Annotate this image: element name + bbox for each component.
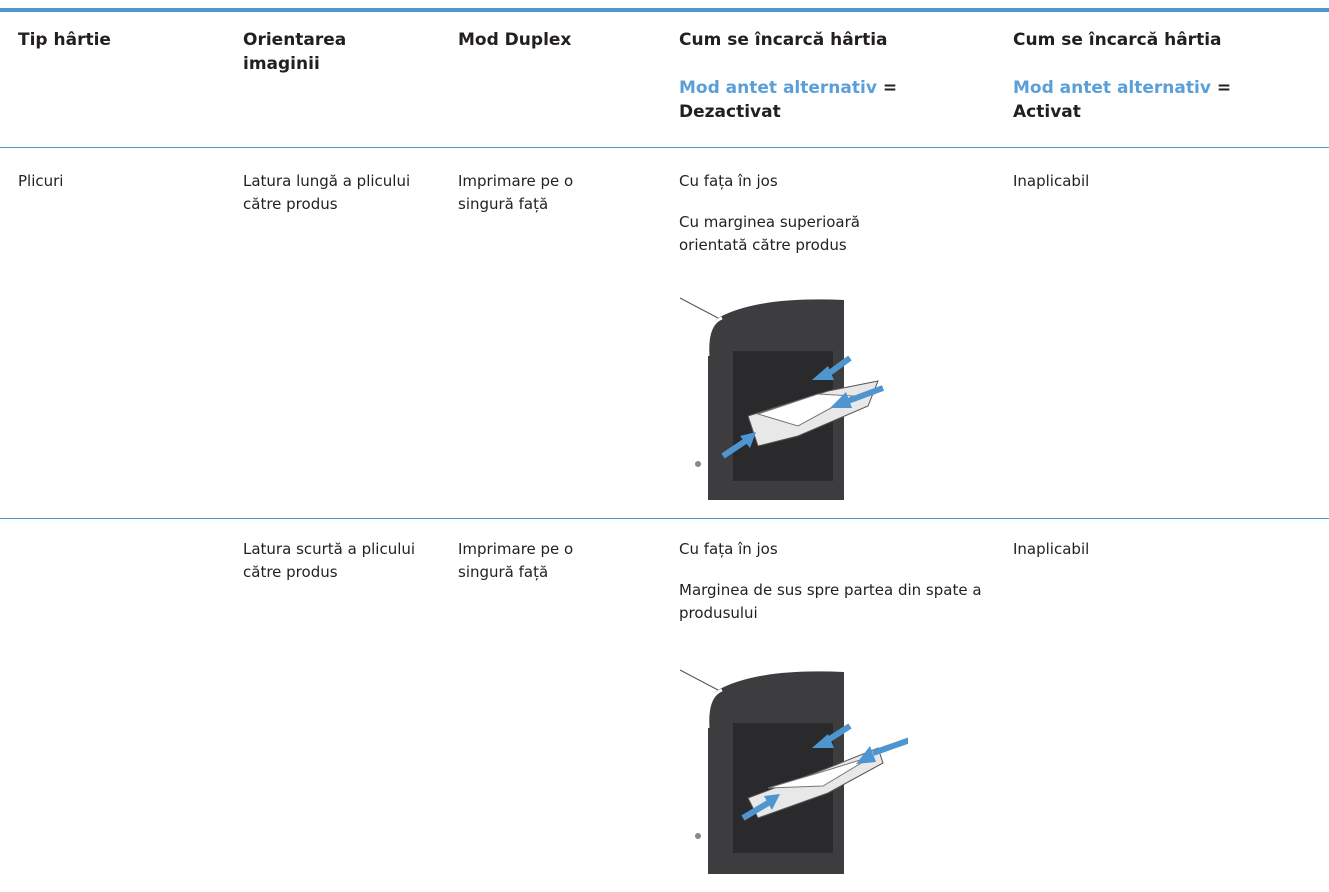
cell: Cu fața în jos Cu marginea superioară or…: [679, 170, 979, 275]
header-cell: Tip hârtie: [18, 30, 111, 50]
cell: Inaplicabil: [1013, 172, 1090, 190]
header-title: Cum se încarcă hârtia: [1013, 30, 1222, 50]
header-mode: Mod antet alternativ =: [679, 76, 999, 100]
header-rule: [0, 147, 1329, 148]
mode-label: Mod antet alternativ: [679, 78, 877, 98]
header-cell: Cum se încarcă hârtia Mod antet alternat…: [679, 28, 999, 124]
mode-label: Mod antet alternativ: [1013, 78, 1211, 98]
header-title: Cum se încarcă hârtia: [679, 30, 888, 50]
row-rule: [0, 518, 1329, 519]
mode-value: Dezactivat: [679, 102, 781, 122]
equals: =: [882, 78, 898, 98]
header-cell: Mod Duplex: [458, 30, 572, 50]
header-cell: Cum se încarcă hârtia Mod antet alternat…: [1013, 28, 1323, 124]
printer-illustration: [679, 297, 885, 500]
cell: Imprimare pe o singură față: [458, 540, 574, 581]
instruction: Cu marginea superioară orientată către p…: [679, 213, 860, 254]
mode-value: Activat: [1013, 102, 1081, 122]
header-cell: Orientarea imaginii: [243, 30, 347, 74]
cell: Inaplicabil: [1013, 540, 1090, 558]
instruction: Marginea de sus spre partea din spate a …: [679, 581, 982, 622]
cell: Imprimare pe o singură față: [458, 172, 574, 213]
cell: Plicuri: [18, 172, 64, 190]
cell: Latura scurtă a plicului către produs: [243, 540, 416, 581]
instruction: Cu fața în jos: [679, 540, 778, 558]
header-mode: Mod antet alternativ =: [1013, 76, 1323, 100]
cell: Cu fața în jos Marginea de sus spre part…: [679, 538, 1009, 643]
top-rule: [0, 8, 1329, 12]
cell: Latura lungă a plicului către produs: [243, 172, 411, 213]
instruction: Cu fața în jos: [679, 172, 778, 190]
equals: =: [1216, 78, 1232, 98]
printer-illustration: [679, 669, 908, 874]
